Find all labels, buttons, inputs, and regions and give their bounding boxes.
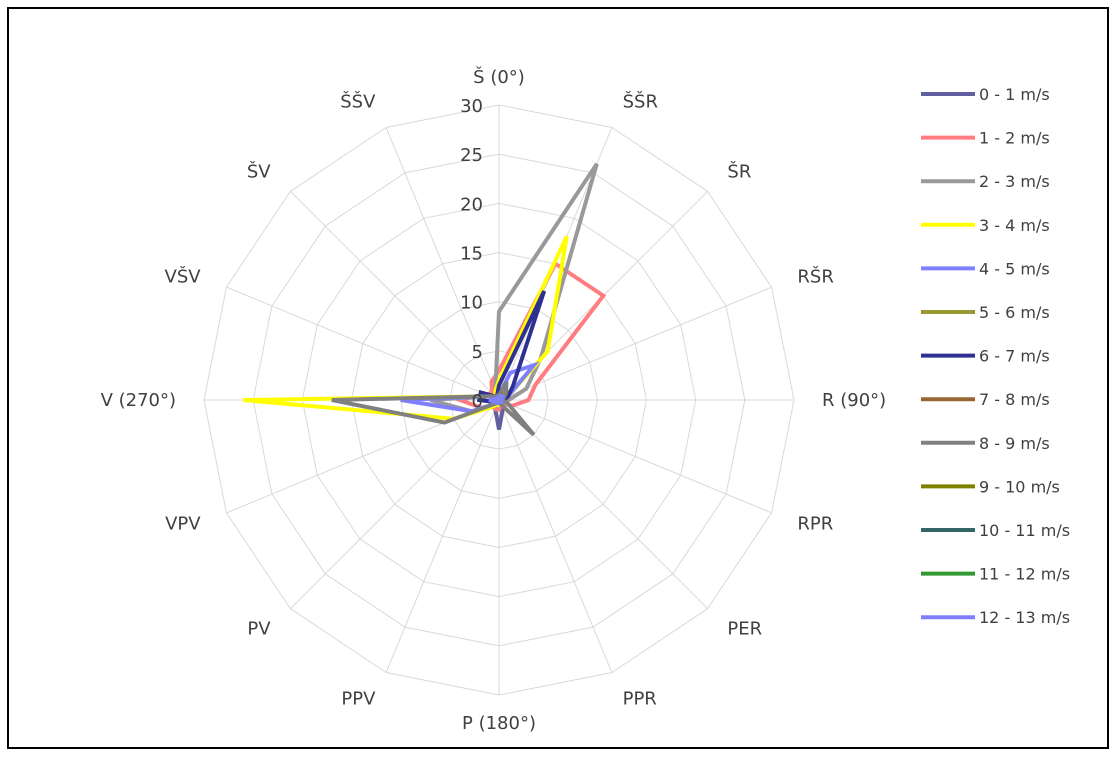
grid-spoke (290, 191, 500, 401)
legend-label-0: 0 - 1 m/s (979, 85, 1050, 104)
series-line-8 (331, 380, 536, 437)
direction-label: PER (727, 618, 762, 639)
legend-label-6: 6 - 7 m/s (979, 347, 1050, 366)
series-line-3 (243, 235, 569, 421)
direction-label: ŠV (247, 161, 271, 183)
legend: 0 - 1 m/s 1 - 2 m/s 2 - 3 m/s 3 - 4 m/s 4 - … (921, 85, 1070, 627)
grid-spoke (498, 286, 772, 401)
direction-label: RPR (797, 514, 833, 535)
legend-label-4: 4 - 5 m/s (979, 259, 1050, 278)
direction-label: VPV (165, 514, 201, 535)
series-line-1 (452, 260, 607, 413)
direction-label: PPR (623, 688, 657, 709)
grid-spoke (498, 399, 613, 673)
legend-label-10: 10 - 11 m/s (979, 521, 1070, 540)
radial-tick-label: 5 (472, 342, 483, 363)
direction-label: ŠR (727, 161, 751, 183)
legend-label-5: 5 - 6 m/s (979, 303, 1050, 322)
radial-tick-label: 20 (460, 194, 483, 215)
legend-label-1: 1 - 2 m/s (979, 129, 1050, 148)
legend-label-8: 8 - 9 m/s (979, 434, 1050, 453)
direction-label: RŠR (797, 265, 833, 287)
chart-frame: 0 5 10 15 20 25 30 Š (0°) ŠŠR ŠR RŠR R (90°) RPR PER… (7, 7, 1109, 749)
legend-label-2: 2 - 3 m/s (979, 172, 1050, 191)
direction-label: ŠŠR (623, 91, 658, 113)
grid-spoke (498, 399, 772, 514)
wind-rose-chart: 0 5 10 15 20 25 30 Š (0°) ŠŠR ŠR RŠR R (90°) RPR PER… (101, 66, 1071, 734)
direction-labels: Š (0°) ŠŠR ŠR RŠR R (90°) RPR PER PPR P (180°) PP… (101, 66, 887, 734)
grid-spoke (226, 286, 500, 401)
series-line-2 (429, 162, 599, 414)
radial-tick-labels: 0 5 10 15 20 25 30 (460, 96, 483, 412)
radial-tick-label: 30 (460, 96, 483, 117)
radial-tick-label: 15 (460, 244, 483, 265)
direction-label: ŠŠV (340, 91, 376, 113)
direction-label: R (90°) (822, 390, 886, 411)
direction-label: P (180°) (462, 713, 536, 734)
legend-label-11: 11 - 12 m/s (979, 565, 1070, 584)
direction-label: V (270°) (101, 390, 176, 411)
legend-label-7: 7 - 8 m/s (979, 390, 1050, 409)
direction-label: PPV (341, 688, 376, 709)
grid-spoke (385, 127, 500, 401)
radar-grid (203, 104, 795, 696)
grid-spoke (290, 399, 500, 609)
radial-tick-label: 0 (472, 391, 483, 412)
radar-series (243, 162, 607, 437)
legend-label-9: 9 - 10 m/s (979, 477, 1060, 496)
radial-tick-label: 25 (460, 145, 483, 166)
radial-tick-label: 10 (460, 293, 483, 314)
direction-label: Š (0°) (473, 66, 525, 88)
legend-label-3: 3 - 4 m/s (979, 216, 1050, 235)
direction-label: VŠV (165, 265, 202, 287)
grid-spoke (385, 399, 500, 673)
series-line-12 (488, 392, 505, 405)
legend-label-12: 12 - 13 m/s (979, 608, 1070, 627)
direction-label: PV (247, 618, 271, 639)
